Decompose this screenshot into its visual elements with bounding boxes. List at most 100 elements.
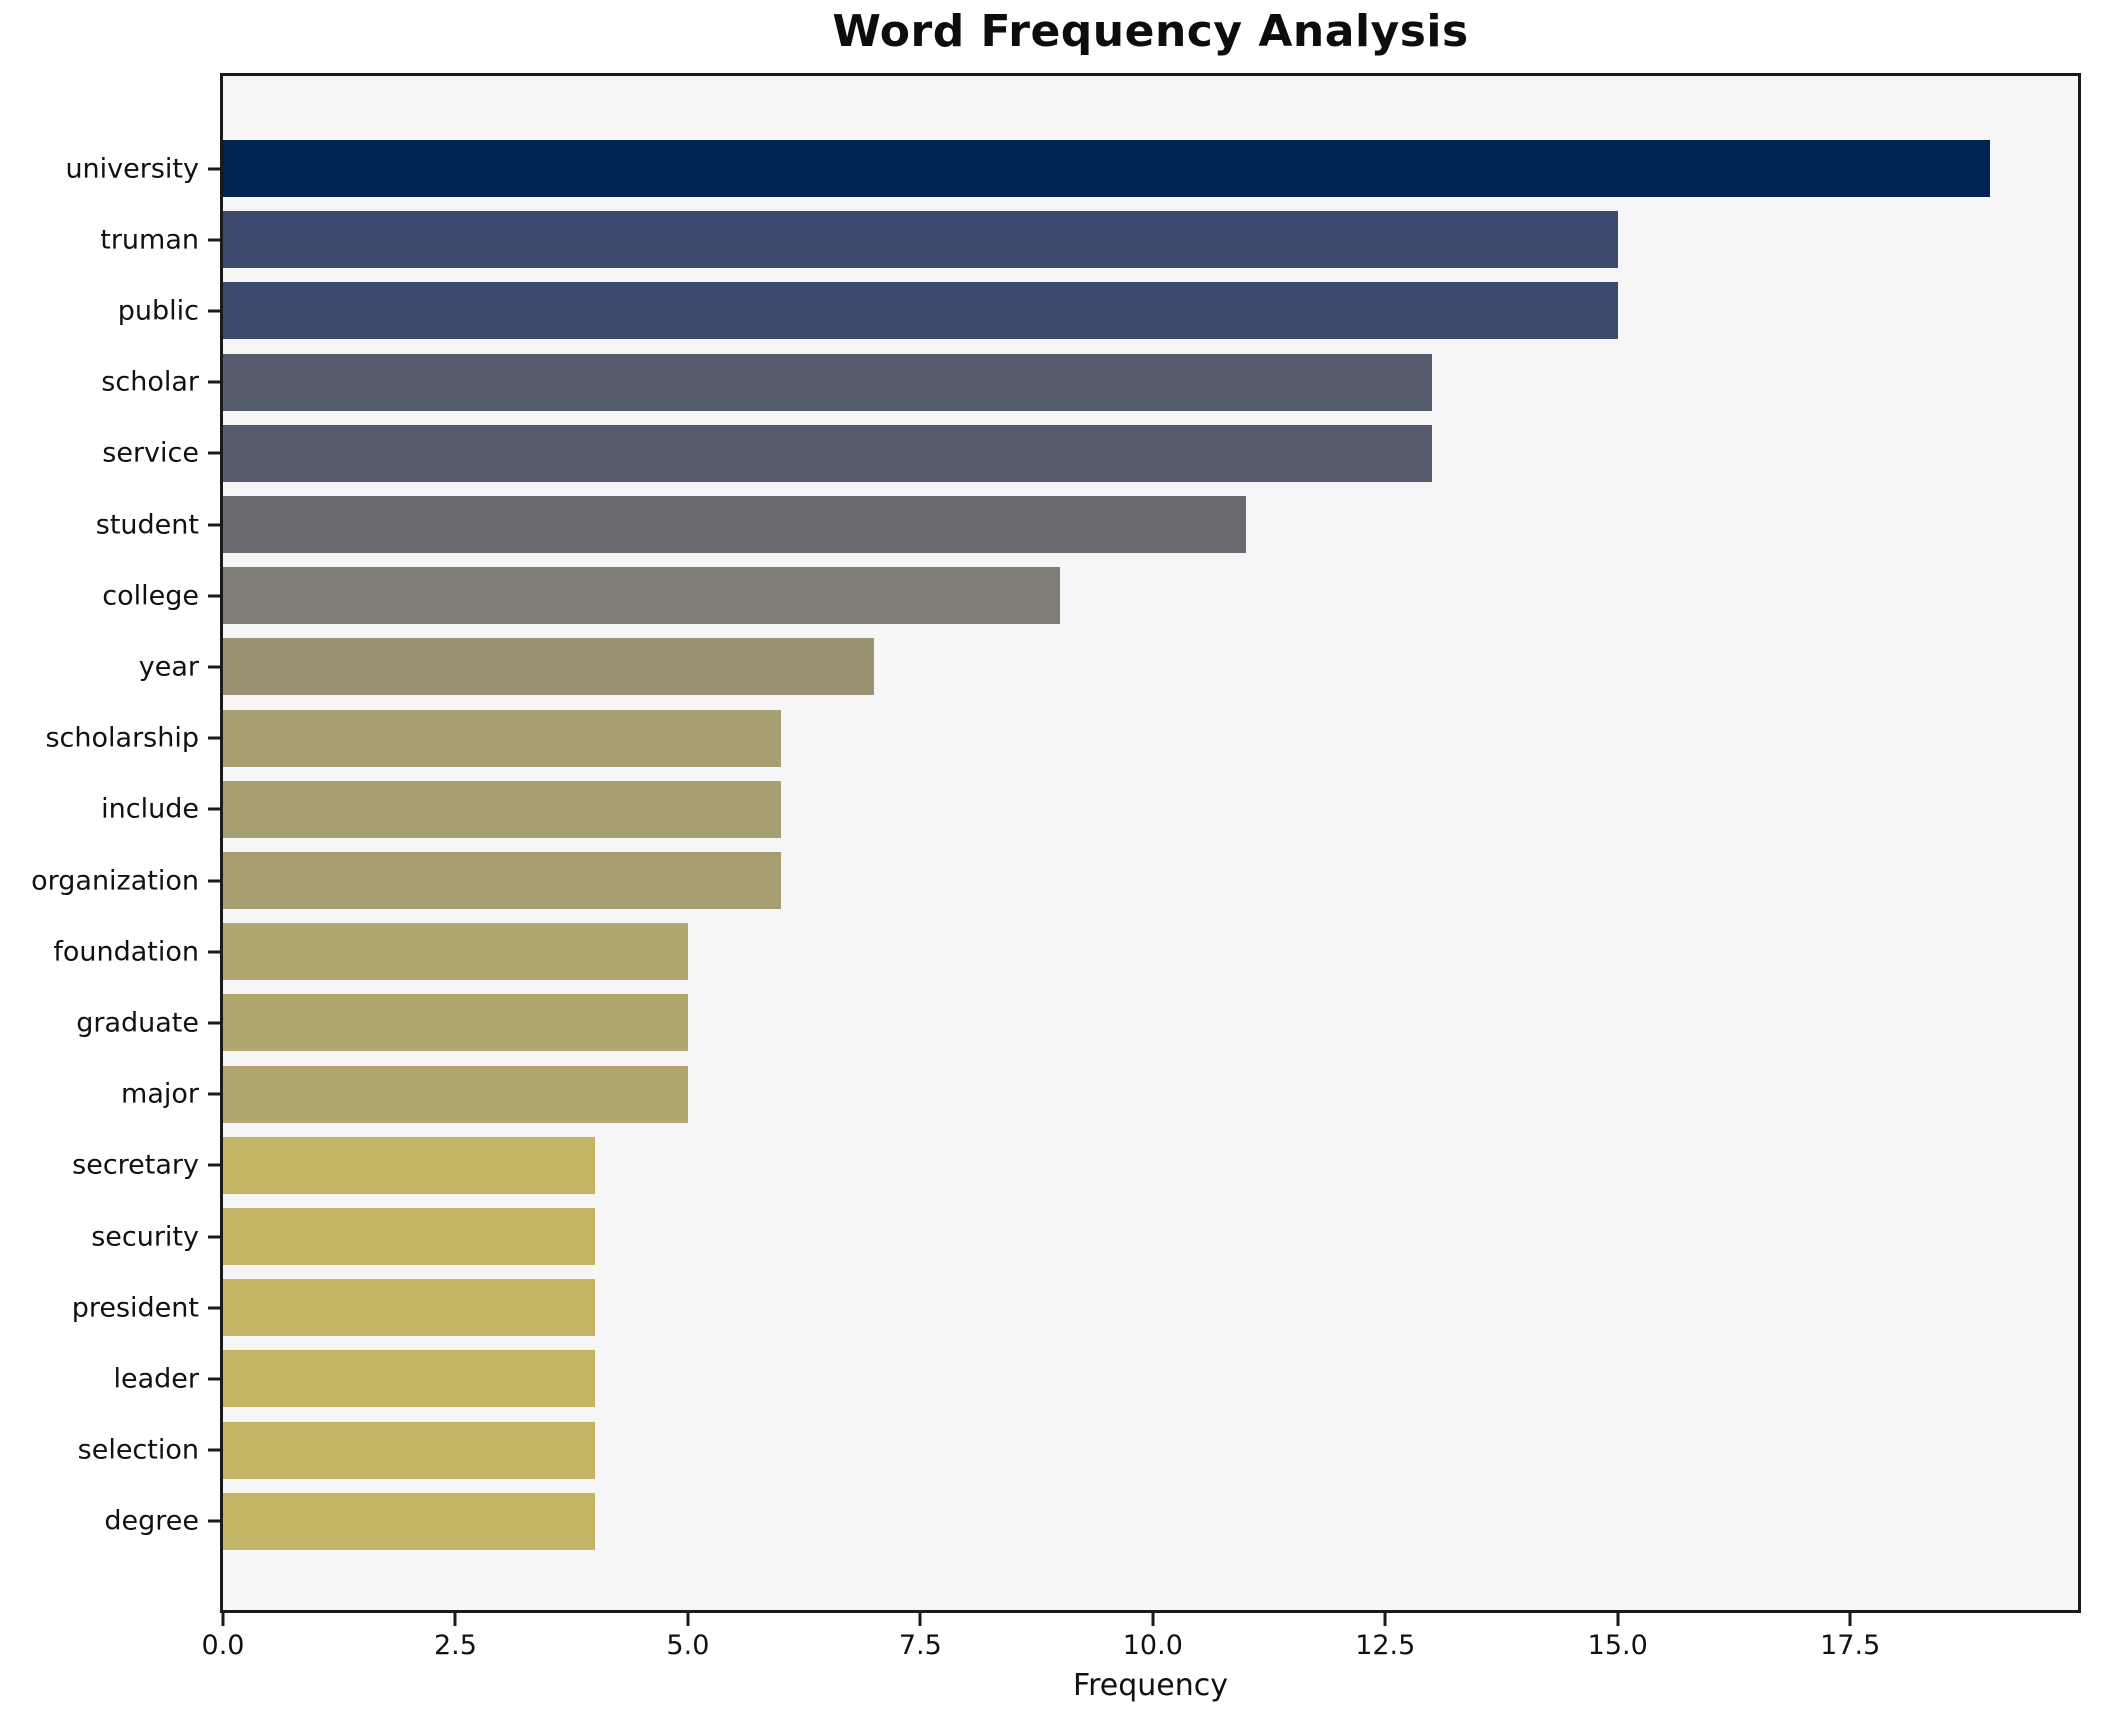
- y-axis-label: major: [121, 1078, 199, 1110]
- y-axis-label: foundation: [53, 936, 199, 968]
- bar: [223, 1421, 595, 1479]
- y-axis-tick: [208, 1092, 220, 1096]
- y-axis-tick: [208, 807, 220, 811]
- bar: [223, 567, 1060, 625]
- y-axis-tick: [208, 523, 220, 527]
- y-axis-label: degree: [104, 1505, 199, 1537]
- x-axis-tick-label: 17.5: [1820, 1630, 1881, 1661]
- bar: [223, 140, 1990, 197]
- bar-row: degree: [104, 1492, 2078, 1550]
- y-axis-tick: [208, 309, 220, 313]
- y-axis-label: graduate: [76, 1007, 199, 1039]
- bar-row: selection: [78, 1421, 2078, 1479]
- y-axis-tick: [208, 451, 220, 455]
- y-axis-tick: [208, 1519, 220, 1523]
- x-axis-tick: [1616, 1613, 1620, 1626]
- bar: [223, 211, 1618, 269]
- x-axis-tick: [1848, 1613, 1852, 1626]
- x-axis-tick-label: 2.5: [433, 1630, 477, 1661]
- bar: [223, 852, 781, 910]
- bar: [223, 709, 781, 767]
- y-axis-tick: [208, 736, 220, 740]
- y-axis-tick: [208, 665, 220, 669]
- x-axis-tick: [686, 1613, 690, 1626]
- bar-row: major: [121, 1065, 2078, 1123]
- y-axis-label: scholar: [101, 366, 199, 398]
- x-axis-tick-label: 5.0: [666, 1630, 710, 1661]
- bar-row: college: [102, 567, 2078, 625]
- y-axis-tick: [208, 594, 220, 598]
- y-axis-label: president: [71, 1292, 199, 1324]
- y-axis-label: public: [117, 295, 199, 327]
- y-axis-label: include: [101, 793, 199, 825]
- bar: [223, 424, 1432, 482]
- x-axis-tick: [221, 1613, 225, 1626]
- bar-row: foundation: [53, 923, 2078, 981]
- bar: [223, 1136, 595, 1194]
- bar: [223, 638, 874, 696]
- bar-row: university: [65, 140, 2078, 197]
- x-axis-tick: [918, 1613, 922, 1626]
- y-axis-tick: [208, 879, 220, 883]
- bar-row: scholarship: [45, 709, 2078, 767]
- bar: [223, 780, 781, 838]
- bar: [223, 1065, 688, 1123]
- bar-row: secretary: [72, 1136, 2078, 1194]
- y-axis-tick: [208, 1306, 220, 1310]
- bar: [223, 923, 688, 981]
- x-axis-tick-label: 10.0: [1122, 1630, 1183, 1661]
- y-axis-label: leader: [113, 1363, 199, 1395]
- bar-row: service: [102, 424, 2078, 482]
- bar: [223, 1208, 595, 1266]
- bar-row: leader: [113, 1350, 2078, 1408]
- chart-title: Word Frequency Analysis: [832, 6, 1469, 57]
- y-axis-tick: [208, 1163, 220, 1167]
- y-axis-tick: [208, 238, 220, 242]
- bar-row: truman: [100, 211, 2078, 269]
- x-axis-tick-label: 12.5: [1355, 1630, 1416, 1661]
- y-axis-label: year: [138, 651, 199, 683]
- y-axis-tick: [208, 1448, 220, 1452]
- bar-row: organization: [31, 852, 2078, 910]
- bar-row: student: [96, 496, 2078, 554]
- x-axis-label: Frequency: [1073, 1668, 1228, 1703]
- y-axis-label: selection: [77, 1434, 199, 1466]
- bar-row: graduate: [76, 994, 2078, 1052]
- y-axis-tick: [208, 1021, 220, 1025]
- y-axis-label: student: [95, 509, 199, 541]
- bar: [223, 353, 1432, 411]
- y-axis-label: college: [102, 580, 199, 612]
- y-axis-label: organization: [31, 865, 199, 897]
- bar-row: president: [72, 1279, 2078, 1337]
- x-axis-tick: [1151, 1613, 1155, 1626]
- bar: [223, 1279, 595, 1337]
- y-axis-label: service: [102, 437, 199, 469]
- y-axis-label: truman: [100, 224, 199, 256]
- x-axis-tick-label: 15.0: [1587, 1630, 1648, 1661]
- bar: [223, 994, 688, 1052]
- y-axis-label: university: [65, 153, 199, 184]
- plot-area: university truman public scholar service stud…: [31, 73, 2081, 1659]
- x-axis-tick-label: 7.5: [898, 1630, 942, 1661]
- bar-row: security: [91, 1208, 2078, 1266]
- bar: [223, 1492, 595, 1550]
- x-axis-tick: [1383, 1613, 1387, 1626]
- y-axis-label: scholarship: [45, 722, 199, 754]
- bar-row: include: [101, 780, 2078, 838]
- y-axis-label: secretary: [72, 1149, 199, 1181]
- bar-row: scholar: [101, 353, 2078, 411]
- bar: [223, 1350, 595, 1408]
- y-axis-tick: [208, 167, 220, 170]
- y-axis-tick: [208, 950, 220, 954]
- y-axis-label: security: [91, 1221, 199, 1253]
- y-axis-tick: [208, 380, 220, 384]
- bar-row: year: [139, 638, 2078, 696]
- bars-container: university truman public scholar service stud…: [31, 140, 2078, 1550]
- y-axis-tick: [208, 1377, 220, 1381]
- y-axis-tick: [208, 1235, 220, 1239]
- bar: [223, 282, 1618, 340]
- x-axis-tick-label: 0.0: [201, 1630, 245, 1661]
- x-axis-tick: [453, 1613, 457, 1626]
- bar-row: public: [118, 282, 2078, 340]
